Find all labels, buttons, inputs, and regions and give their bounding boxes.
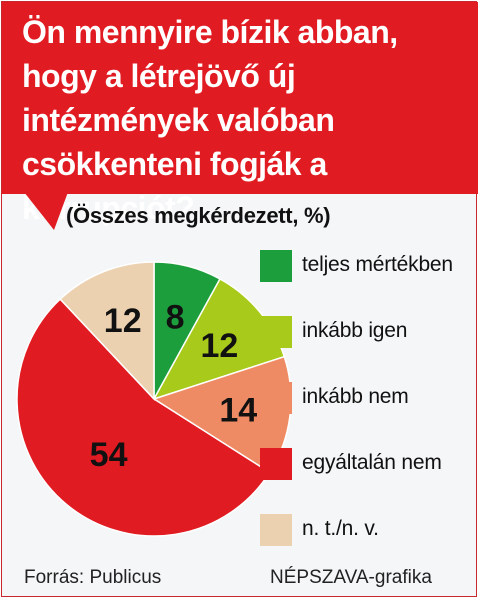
legend-label: inkább igen xyxy=(302,319,408,342)
source-note: Forrás: Publicus xyxy=(24,567,162,588)
slice-value-label: 54 xyxy=(90,436,128,474)
legend-swatch xyxy=(260,316,292,348)
legend-label: n. t./n. v. xyxy=(302,517,379,540)
legend-swatch xyxy=(260,448,292,480)
headline: Ön mennyire bízik abban, hogy a létrejöv… xyxy=(22,14,398,226)
pie-slice xyxy=(59,261,155,401)
slice-value-label: 12 xyxy=(104,302,142,340)
speech-bubble-tail xyxy=(24,192,68,230)
headline-banner: Ön mennyire bízik abban, hogy a létrejöv… xyxy=(2,2,478,226)
legend-label: inkább nem xyxy=(302,385,409,408)
graphic-credit: NÉPSZAVA-grafika xyxy=(270,567,432,588)
legend-swatch xyxy=(260,250,292,282)
pie-slice xyxy=(16,298,271,537)
pie-chart: 8 12 14 54 12 xyxy=(16,261,292,537)
chart-subtitle: (Összes megkérdezett, %) xyxy=(66,203,331,228)
pie-slice xyxy=(152,277,286,401)
legend-label: egyáltalán nem xyxy=(302,451,442,474)
legend-swatch xyxy=(260,382,292,414)
legend-label: teljes mértékben xyxy=(302,253,453,276)
slice-value-label: 14 xyxy=(219,392,257,430)
slice-value-label: 8 xyxy=(166,299,185,337)
legend-swatch xyxy=(260,514,292,546)
slice-value-label: 12 xyxy=(200,327,238,365)
